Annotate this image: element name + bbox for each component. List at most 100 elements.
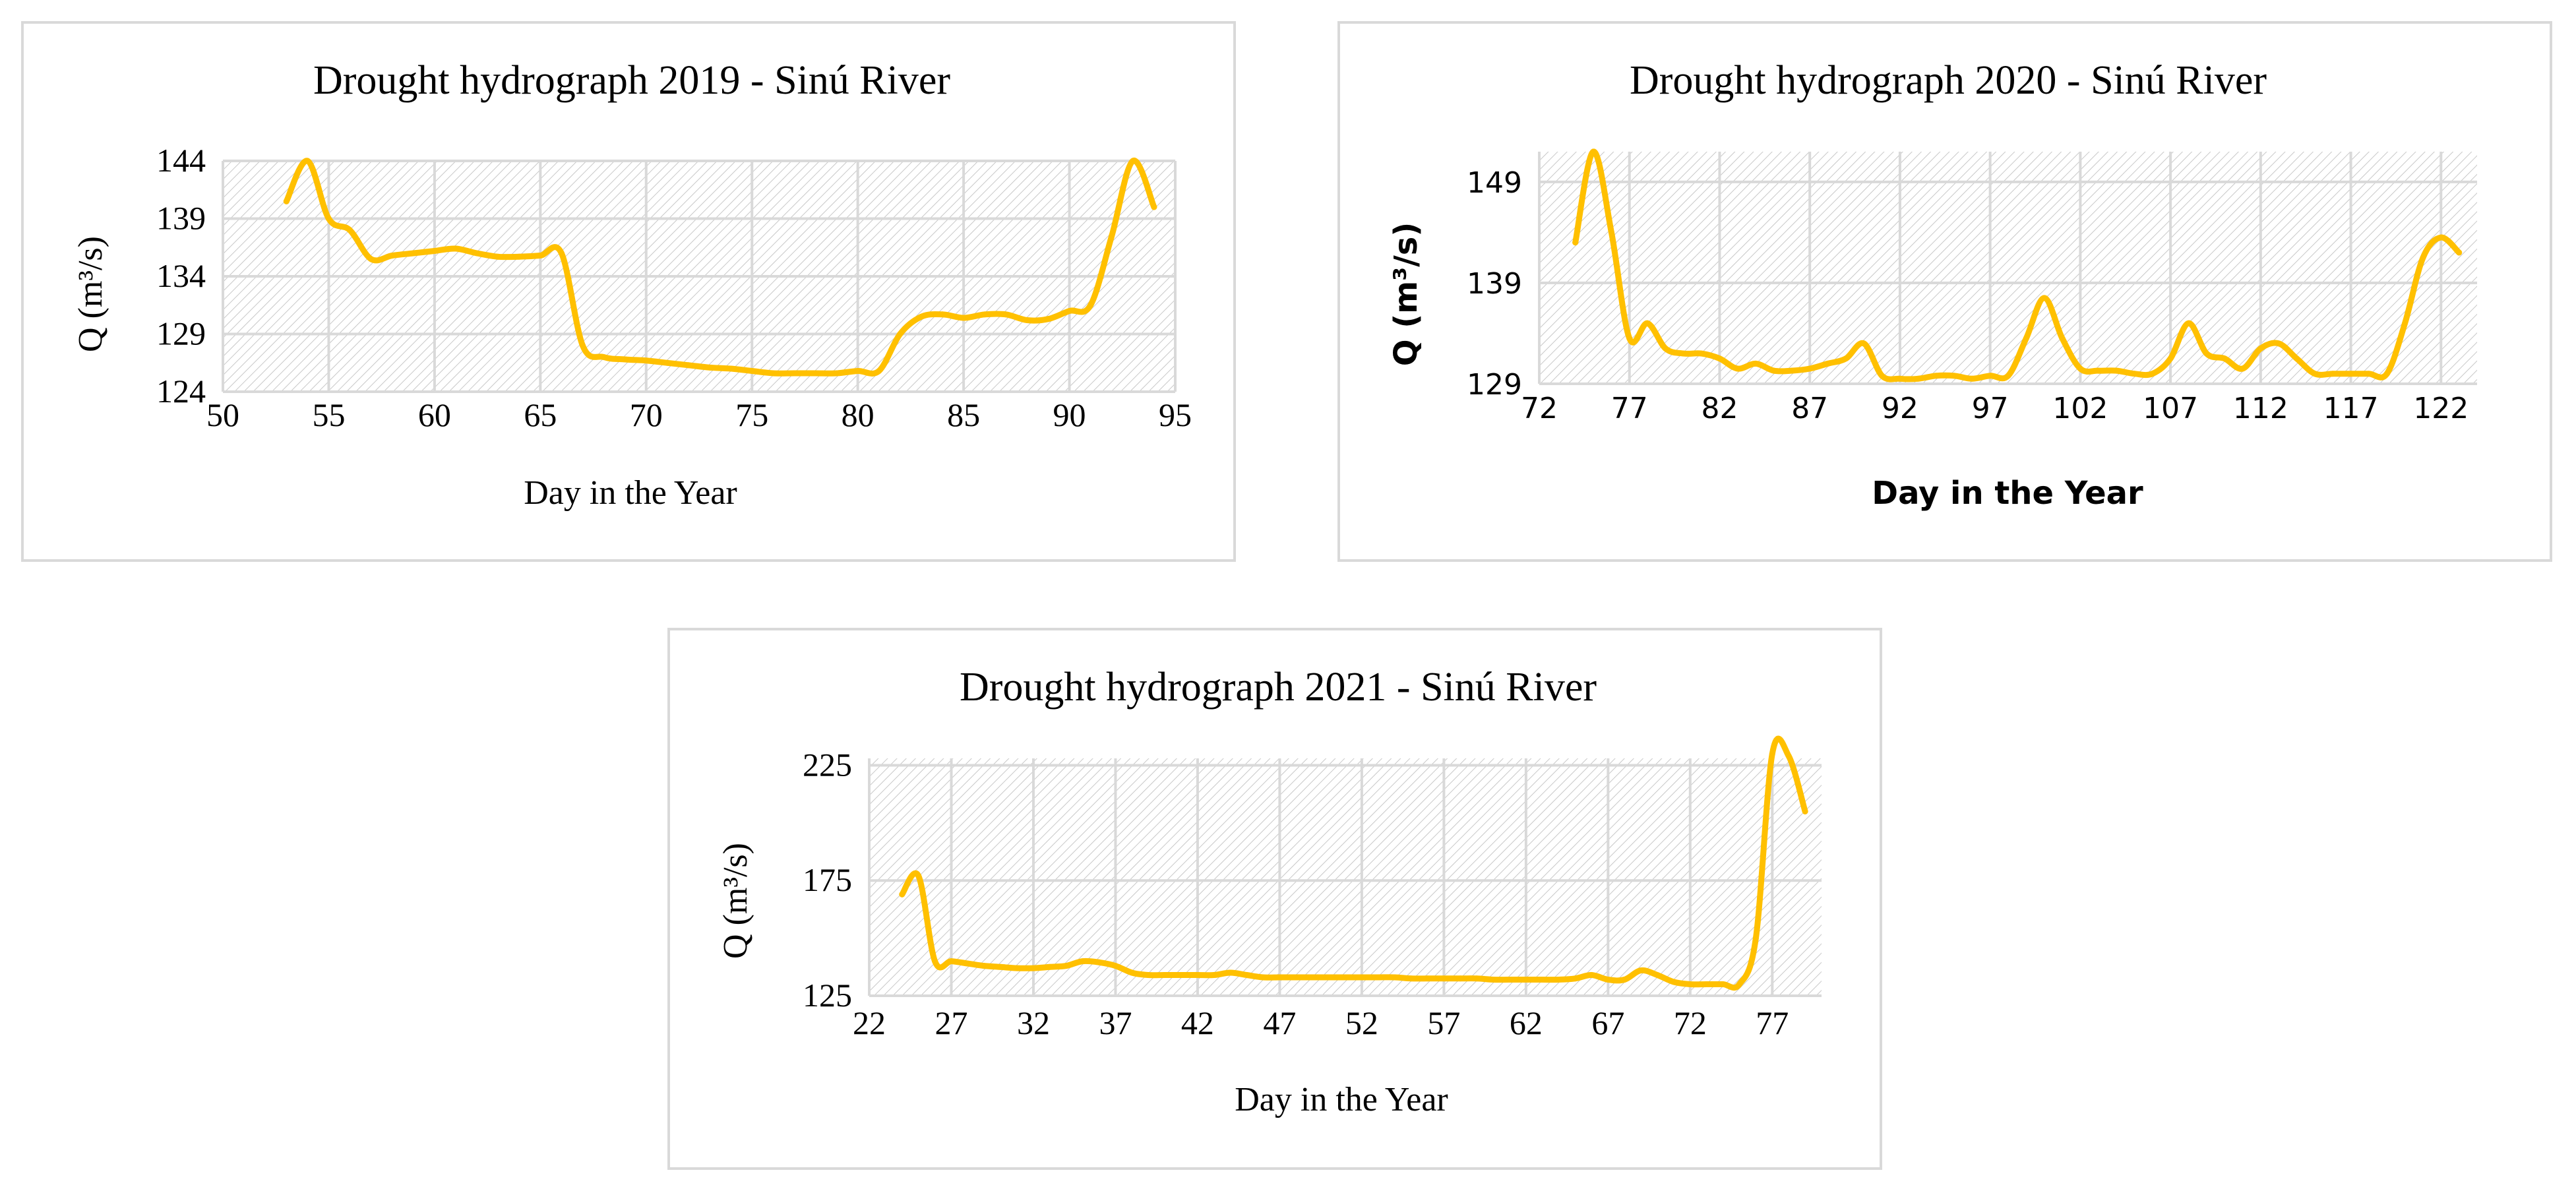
plot-area: 72 77 82 87 92 97 102 107 112 117 122 129 139 149 [1467, 148, 2477, 425]
data-point [1375, 974, 1382, 981]
y-tick-label: 124 [156, 373, 206, 410]
data-point [1720, 981, 1727, 987]
y-tick-label: 144 [156, 142, 206, 179]
chart-title: Drought hydrograph 2020 - Sinú River [1630, 58, 2267, 103]
chart-title: Drought hydrograph 2019 - Sinú River [313, 58, 950, 103]
data-point [1030, 965, 1037, 971]
data-point [2221, 355, 2228, 362]
data-point [960, 315, 967, 321]
data-point [1045, 316, 1051, 322]
data-point [1392, 974, 1398, 981]
data-point [1066, 308, 1073, 314]
y-tick-label: 175 [803, 861, 852, 898]
data-point [537, 253, 543, 259]
data-point [2203, 350, 2210, 357]
data-point [1897, 375, 1903, 382]
data-point [2312, 371, 2318, 377]
data-point [1626, 335, 1633, 342]
data-point [1572, 239, 1579, 246]
data-point [932, 958, 938, 965]
data-point [1326, 974, 1332, 981]
x-tick-label: 60 [418, 396, 451, 433]
data-point [2257, 345, 2264, 351]
data-point [876, 368, 882, 374]
data-point [1506, 977, 1513, 983]
data-point [1088, 302, 1094, 309]
data-point [1671, 979, 1677, 985]
data-point [1194, 972, 1201, 978]
x-tick-label: 32 [1017, 1004, 1050, 1041]
data-point [1063, 963, 1070, 969]
data-point [2023, 335, 2029, 342]
data-point [304, 158, 311, 164]
x-tick-label: 82 [1701, 392, 1738, 425]
data-point [685, 362, 692, 369]
data-point [1473, 975, 1480, 982]
data-point [897, 331, 904, 337]
x-tick-label: 47 [1263, 1004, 1296, 1041]
data-point [1342, 974, 1349, 981]
data-point [1112, 963, 1119, 969]
data-point [2059, 335, 2066, 342]
chart-svg-2019: Drought hydrograph 2019 - Sinú River 50 5… [72, 58, 1192, 512]
x-tick-label: 92 [1882, 392, 1918, 425]
data-point [1024, 317, 1030, 323]
data-point [997, 963, 1004, 970]
x-tick-label: 87 [1791, 392, 1828, 425]
data-point [834, 370, 840, 377]
data-point [2275, 340, 2282, 347]
data-point [474, 250, 480, 257]
x-tick-label: 62 [1510, 1004, 1543, 1041]
data-point [410, 250, 417, 257]
data-point [2294, 355, 2300, 362]
data-point [981, 963, 987, 969]
y-axis-label: Q (m³/s) [717, 843, 754, 959]
data-point [2240, 365, 2246, 372]
data-point [2383, 371, 2390, 377]
data-point [643, 357, 650, 364]
data-point [1638, 967, 1644, 974]
data-point [1933, 373, 1940, 379]
y-axis-label: Q (m³/s) [72, 236, 109, 352]
data-point [2186, 320, 2192, 326]
x-axis-label: Day in the Year [524, 474, 737, 512]
data-point [1539, 977, 1546, 983]
data-point [1096, 959, 1103, 965]
data-point [1109, 233, 1115, 239]
data-point [964, 960, 971, 967]
chart-svg-2020: Drought hydrograph 2020 - Sinú River 72 7… [1388, 58, 2477, 512]
data-point [981, 311, 988, 318]
y-tick-label: 129 [1467, 368, 1522, 402]
data-point [1490, 977, 1496, 983]
data-point [1717, 355, 1723, 362]
data-point [431, 248, 438, 254]
x-tick-label: 72 [1521, 392, 1558, 425]
data-point [791, 370, 797, 377]
x-tick-label: 117 [2323, 392, 2379, 425]
data-point [1161, 972, 1168, 978]
data-point [664, 359, 671, 366]
data-point [1654, 972, 1661, 978]
data-point [2167, 355, 2174, 362]
chart-panel-2019: Drought hydrograph 2019 - Sinú River 50 5… [21, 21, 1236, 562]
data-point [1425, 975, 1430, 982]
x-tick-label: 72 [1674, 1004, 1707, 1041]
data-point [706, 364, 713, 371]
data-point [2456, 249, 2463, 256]
y-tick-label: 149 [1467, 166, 1522, 200]
x-tick-label: 90 [1053, 396, 1086, 433]
data-point [1752, 360, 1759, 367]
data-point [283, 198, 290, 204]
chart-title: Drought hydrograph 2021 - Sinú River [960, 665, 1597, 710]
data-point [1734, 365, 1741, 372]
y-tick-label: 129 [156, 315, 206, 352]
data-point [1806, 365, 1813, 372]
data-point [2402, 320, 2408, 326]
data-point [1457, 975, 1463, 982]
data-point [1951, 373, 1957, 379]
data-point [1047, 963, 1053, 970]
data-point [1969, 375, 1975, 382]
y-tick-label: 225 [803, 746, 852, 783]
plot-background [1539, 152, 2477, 384]
data-point [1736, 981, 1742, 987]
